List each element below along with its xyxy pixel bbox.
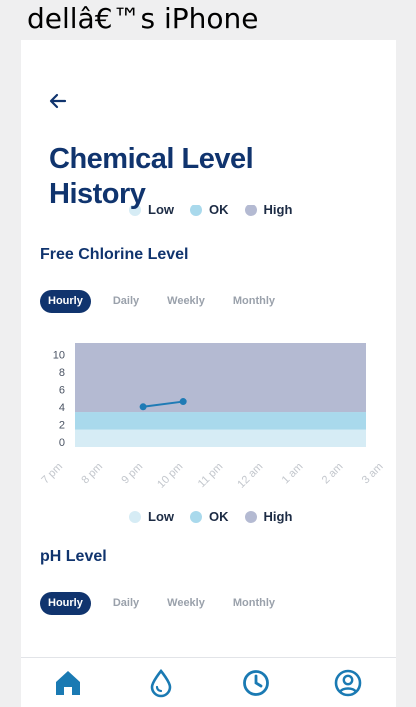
x-tick-label: 9 pm xyxy=(119,461,145,487)
device-name: dellâ€™s iPhone xyxy=(27,2,259,35)
tab-weekly[interactable]: Weekly xyxy=(167,295,205,307)
x-tick-label: 1 am xyxy=(280,461,306,487)
band-low xyxy=(75,429,366,447)
legend-label-high: High xyxy=(263,205,293,217)
x-tick-label: 2 am xyxy=(320,461,346,487)
legend-top: Low OK High xyxy=(129,205,308,221)
legend-swatch-low xyxy=(129,205,141,216)
x-tick-label: 8 pm xyxy=(79,461,105,487)
x-tick-label: 12 am xyxy=(235,461,265,491)
legend-item-low: Low xyxy=(129,509,174,524)
legend-swatch-ok xyxy=(190,510,202,523)
data-point[interactable] xyxy=(179,398,187,406)
legend-item-ok: OK xyxy=(190,509,229,524)
band-high xyxy=(75,343,366,413)
y-tick-label: 4 xyxy=(59,402,65,414)
legend-bottom: Low OK High xyxy=(129,509,308,524)
x-tick-label: 10 pm xyxy=(155,461,185,491)
legend-label-ok: OK xyxy=(209,205,229,217)
legend-item-high: High xyxy=(244,205,293,217)
y-tick-label: 6 xyxy=(59,384,65,396)
legend-swatch-ok xyxy=(190,205,202,216)
y-tick-label: 2 xyxy=(59,419,65,431)
free-chlorine-section-title: Free Chlorine Level xyxy=(40,246,189,263)
x-tick-label: 7 pm xyxy=(39,461,65,487)
bottom-nav xyxy=(21,657,396,707)
data-point[interactable] xyxy=(139,403,147,411)
app-screen: Low OK High Chemical Level History Free … xyxy=(21,40,396,707)
y-tick-label: 0 xyxy=(59,437,65,449)
profile-icon[interactable] xyxy=(333,668,363,698)
band-ok xyxy=(75,412,366,430)
tab-monthly[interactable]: Monthly xyxy=(232,597,276,609)
legend-swatch-high xyxy=(244,205,257,216)
legend-label-high: High xyxy=(263,509,293,524)
free-chlorine-tabs: Hourly Daily Weekly Monthly xyxy=(40,290,291,313)
legend-item-ok: OK xyxy=(190,205,229,217)
ph-tabs: Hourly Daily Weekly Monthly xyxy=(40,592,291,615)
free-chlorine-chart: 0 2 4 6 8 10 7 pm 8 pm 9 pm 10 pm 11 pm 12 am 1 am 2 … xyxy=(39,343,386,491)
home-icon[interactable] xyxy=(53,668,83,698)
legend-label-low: Low xyxy=(148,205,174,217)
history-clock-icon[interactable] xyxy=(241,668,271,698)
ph-section-title: pH Level xyxy=(40,548,107,565)
legend-swatch-low xyxy=(129,510,141,523)
legend-label-low: Low xyxy=(148,509,174,524)
series-line xyxy=(142,400,184,408)
x-tick-label: 11 pm xyxy=(196,461,226,491)
y-tick-label: 8 xyxy=(59,367,65,379)
tab-weekly[interactable]: Weekly xyxy=(167,597,205,609)
tab-hourly[interactable]: Hourly xyxy=(40,290,91,313)
water-drop-icon[interactable] xyxy=(146,668,176,698)
x-tick-label: 3 am xyxy=(360,461,386,487)
page-title: Chemical Level History xyxy=(49,143,254,210)
legend-item-low: Low xyxy=(129,205,174,217)
tab-monthly[interactable]: Monthly xyxy=(232,295,276,307)
tab-daily[interactable]: Daily xyxy=(112,597,140,609)
tab-hourly[interactable]: Hourly xyxy=(40,592,91,615)
legend-item-high: High xyxy=(244,509,293,524)
tab-daily[interactable]: Daily xyxy=(112,295,140,307)
legend-label-ok: OK xyxy=(209,509,229,524)
y-tick-label: 10 xyxy=(53,349,65,361)
legend-swatch-high xyxy=(244,510,257,523)
back-arrow-icon[interactable] xyxy=(47,90,69,112)
